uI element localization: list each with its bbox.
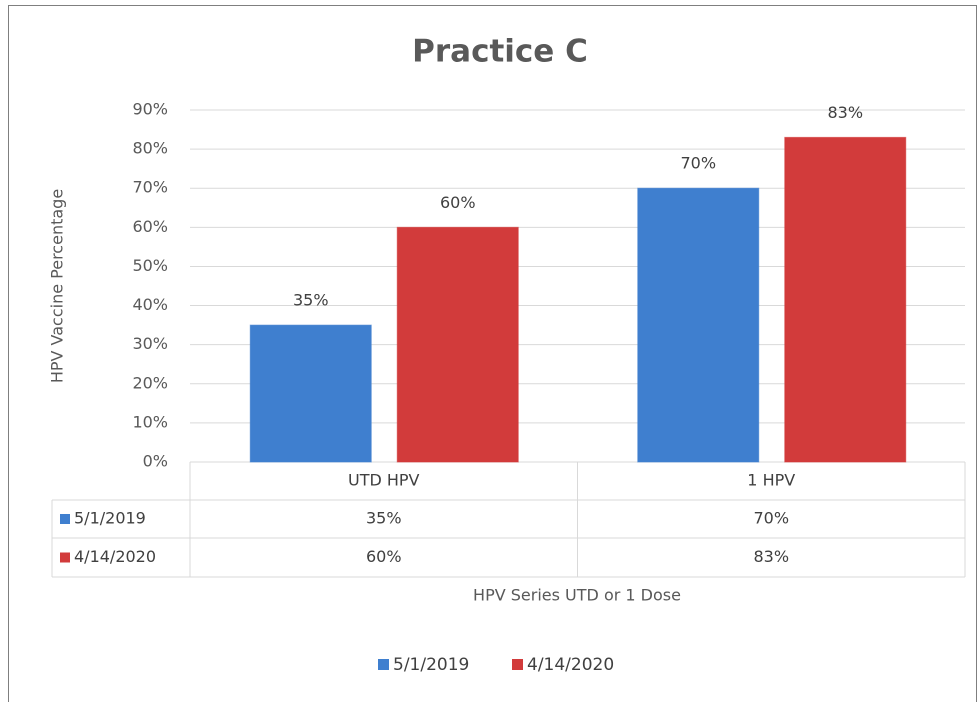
y-tick-label: 50%	[132, 256, 168, 275]
bar	[396, 226, 519, 463]
table-legend-key	[60, 552, 70, 563]
table-cell: 70%	[753, 509, 789, 528]
y-tick-label: 80%	[132, 139, 168, 158]
bar	[637, 187, 760, 463]
x-axis-title: HPV Series UTD or 1 Dose	[473, 586, 681, 605]
y-tick-label: 10%	[132, 412, 168, 431]
data-label: 70%	[680, 154, 716, 173]
table-cell: 60%	[366, 547, 402, 566]
table-row-label: 4/14/2020	[74, 547, 156, 566]
y-axis-title: HPV Vaccine Percentage	[48, 189, 67, 383]
y-tick-label: 90%	[132, 100, 168, 119]
legend-label: 5/1/2019	[393, 655, 469, 675]
legend-key	[512, 659, 523, 670]
y-tick-label: 60%	[132, 217, 168, 236]
y-tick-label: 30%	[132, 334, 168, 353]
table-row-label: 5/1/2019	[74, 509, 146, 528]
y-tick-label: 0%	[143, 452, 168, 471]
chart-title: Practice C	[412, 34, 588, 70]
table-legend-key	[60, 514, 70, 524]
bar	[249, 324, 372, 463]
y-tick-label: 70%	[132, 178, 168, 197]
x-tick-label: UTD HPV	[348, 471, 420, 490]
bar	[784, 136, 907, 463]
y-tick-label: 40%	[132, 295, 168, 314]
data-label: 60%	[440, 193, 476, 212]
table-cell: 35%	[366, 509, 402, 528]
data-label: 35%	[293, 291, 329, 310]
y-tick-label: 20%	[132, 373, 168, 392]
legend-label: 4/14/2020	[527, 655, 614, 675]
legend-key	[378, 659, 389, 670]
x-tick-label: 1 HPV	[747, 471, 795, 490]
data-label: 83%	[827, 103, 863, 122]
table-cell: 83%	[753, 547, 789, 566]
